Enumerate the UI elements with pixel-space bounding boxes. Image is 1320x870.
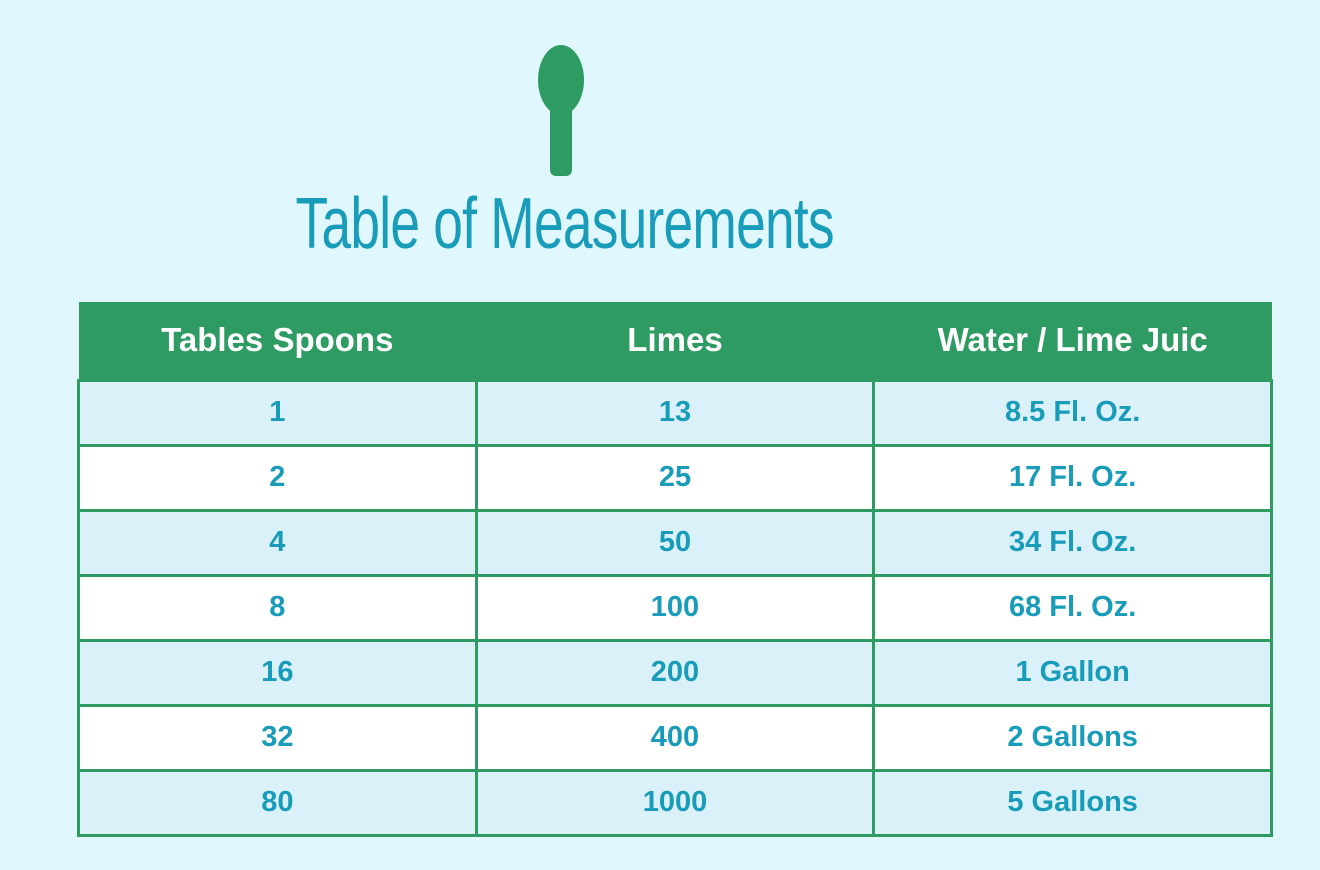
table-cell: 80 <box>77 768 478 837</box>
table-cell: 25 <box>474 443 876 512</box>
column-header-water-lime-juice: Water / Lime Juic <box>873 302 1272 380</box>
table-cell: 8.5 Fl. Oz. <box>872 378 1273 447</box>
table-cell: 2 <box>77 443 478 512</box>
page-title: Table of Measurements <box>295 184 835 264</box>
table-row: 80 1000 5 Gallons <box>77 768 1273 837</box>
table-row: 4 50 34 Fl. Oz. <box>77 508 1273 577</box>
measurements-table-body: 1 13 8.5 Fl. Oz. 2 25 17 Fl. Oz. 4 50 34 Fl. Oz.… <box>77 378 1273 837</box>
table-cell: 50 <box>474 508 876 577</box>
column-header-tablespoons: Tables Spoons <box>78 302 477 380</box>
table-cell: 2 Gallons <box>872 703 1273 772</box>
table-cell: 5 Gallons <box>872 768 1273 837</box>
table-cell: 1 Gallon <box>872 638 1273 707</box>
table-cell: 32 <box>77 703 478 772</box>
table-cell: 16 <box>77 638 478 707</box>
table-cell: 13 <box>474 378 876 447</box>
table-row: 32 400 2 Gallons <box>77 703 1273 772</box>
table-cell: 34 Fl. Oz. <box>872 508 1273 577</box>
table-cell: 17 Fl. Oz. <box>872 443 1273 512</box>
table-cell: 1 <box>77 378 478 447</box>
table-cell: 8 <box>77 573 478 642</box>
column-header-limes: Limes <box>476 302 874 380</box>
table-row: 1 13 8.5 Fl. Oz. <box>77 378 1273 447</box>
spoon-icon <box>538 45 584 176</box>
table-cell: 1000 <box>474 768 876 837</box>
table-cell: 400 <box>474 703 876 772</box>
header-row: Tables Spoons Limes Water / Lime Juic <box>78 302 1272 380</box>
table-row: 8 100 68 Fl. Oz. <box>77 573 1273 642</box>
table-cell: 100 <box>474 573 876 642</box>
table-cell: 4 <box>77 508 478 577</box>
table-cell: 68 Fl. Oz. <box>872 573 1273 642</box>
table-cell: 200 <box>474 638 876 707</box>
table-row: 16 200 1 Gallon <box>77 638 1273 707</box>
table-row: 2 25 17 Fl. Oz. <box>77 443 1273 512</box>
table-header: Tables Spoons Limes Water / Lime Juic <box>78 302 1272 380</box>
